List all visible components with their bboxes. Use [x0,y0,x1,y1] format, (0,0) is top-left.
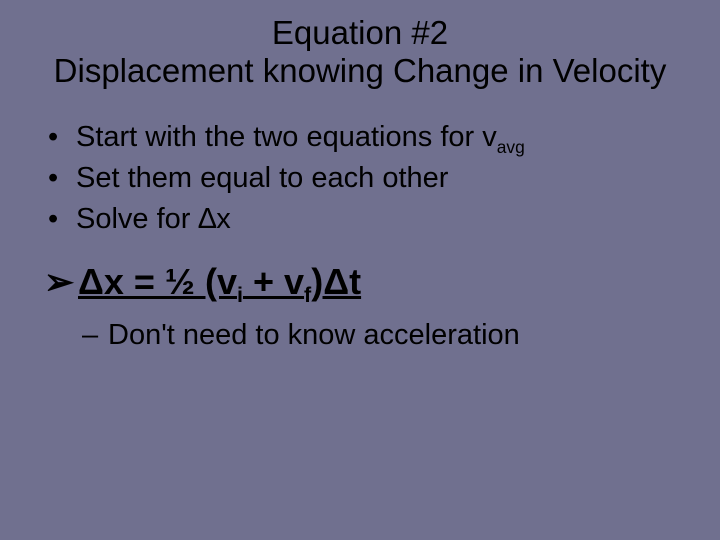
slide-title: Equation #2 [0,14,720,52]
equation-part: + v [243,261,304,302]
slide-subtitle: Displacement knowing Change in Velocity [0,52,720,90]
bullet-list: • Start with the two equations for vavg … [48,118,696,239]
bullet-marker: • [48,118,76,157]
equation-part: Δx = ½ (v [78,261,237,302]
bullet-text-prefix: Start with the two equations for v [76,121,497,153]
bullet-text-sub: avg [497,137,525,157]
equation-part: )Δt [311,261,361,302]
slide-content: • Start with the two equations for vavg … [0,118,720,352]
note: – Don't need to know acceleration [48,319,696,352]
bullet-text: Solve for ∆x [76,200,231,239]
arrow-icon: ➢ [44,261,78,303]
bullet-text-prefix: Solve for ∆x [76,203,231,235]
bullet-text: Start with the two equations for vavg [76,118,525,157]
equation-body: Δx = ½ (vi + vf)Δt [78,261,361,303]
bullet-marker: • [48,159,76,198]
bullet-text-prefix: Set them equal to each other [76,162,448,194]
bullet-item: • Solve for ∆x [48,200,696,239]
dash-marker: – [82,319,108,352]
equation: ➢ Δx = ½ (vi + vf)Δt [44,261,696,303]
bullet-item: • Start with the two equations for vavg [48,118,696,157]
bullet-item: • Set them equal to each other [48,159,696,198]
bullet-marker: • [48,200,76,239]
note-text: Don't need to know acceleration [108,319,520,352]
bullet-text: Set them equal to each other [76,159,448,198]
